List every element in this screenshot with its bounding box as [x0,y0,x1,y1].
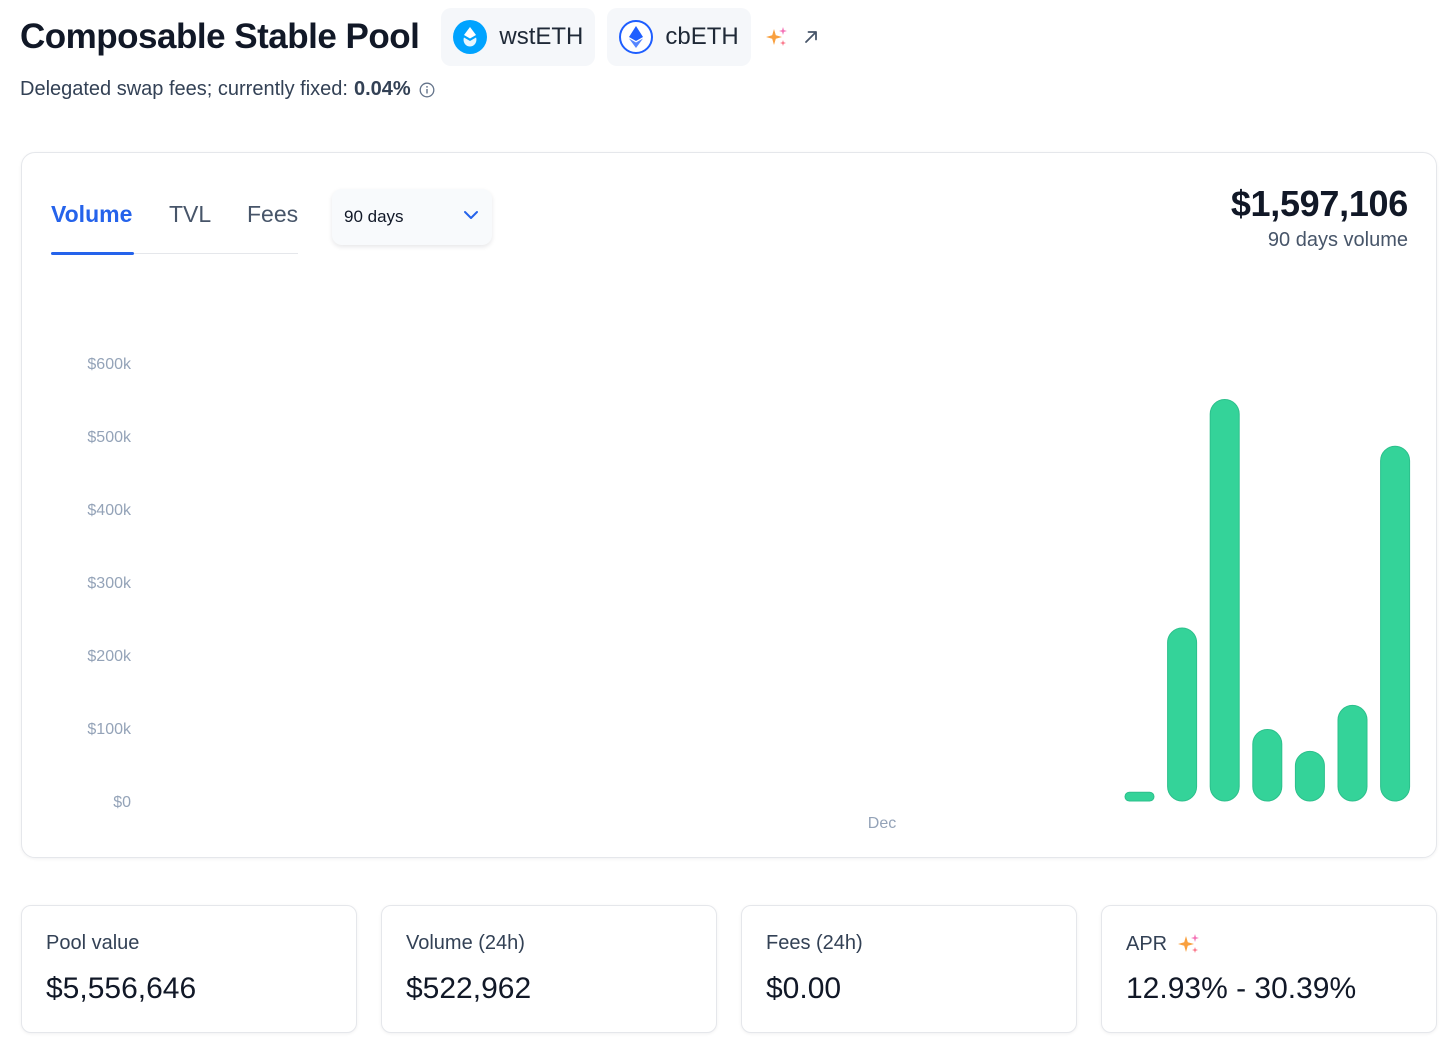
x-tick-label: Dec [868,815,896,832]
volume-bar[interactable] [1337,704,1368,802]
sparkle-icon[interactable] [1177,932,1201,956]
chart-tabs: Volume TVL Fees [51,189,299,255]
y-tick-label: $300k [87,575,132,592]
stat-value: 12.93% - 30.39% [1126,972,1357,1005]
tab-fees[interactable]: Fees [247,201,299,227]
stat-value: $522,962 [406,972,532,1005]
stat-label-apr: APR [1126,932,1201,956]
total-volume: $1,597,106 90 days volume [1231,183,1408,252]
swap-fee-text: Delegated swap fees; currently fixed: [20,78,348,100]
y-tick-label: $500k [87,429,132,446]
info-icon[interactable] [419,82,435,98]
chevron-down-icon [462,206,480,229]
bars [1124,399,1411,802]
total-volume-value: $1,597,106 [1230,183,1408,224]
page-title: Composable Stable Pool [20,17,420,56]
y-tick-label: $400k [87,502,132,519]
apr-label: APR [1126,932,1168,955]
y-tick-label: $100k [87,721,132,738]
stat-value: $0.00 [766,972,842,1005]
stat-card-fees-24h: Fees (24h) $0.00 [741,905,1077,1033]
pool-header: Composable Stable Pool wstETH cbETH [20,8,819,66]
volume-bar[interactable] [1252,728,1283,802]
token-chip-wsteth[interactable]: wstETH [441,8,596,66]
stat-card-volume-24h: Volume (24h) $522,962 [381,905,717,1033]
stat-label: Pool value [46,932,140,954]
wsteth-icon [453,20,488,54]
range-dropdown[interactable]: 90 days [332,189,492,245]
y-tick-label: $200k [87,648,132,665]
total-volume-label: 90 days volume [1267,229,1408,251]
volume-bar[interactable] [1167,627,1198,802]
stat-label: Fees (24h) [766,932,863,954]
y-tick-label: $0 [113,794,131,811]
token-label-cbeth: cbETH [665,23,739,50]
active-tab-indicator [51,252,134,255]
stat-value: $5,556,646 [46,972,197,1005]
y-axis: $0 $100k $200k $300k $400k $500k $600k [87,356,132,811]
volume-bar[interactable] [1294,750,1325,802]
volume-bar-chart: $0 $100k $200k $300k $400k $500k $600k Dec [87,356,1411,832]
sparkle-icon [765,25,789,49]
swap-fee-info: Delegated swap fees; currently fixed: 0.… [20,78,435,101]
volume-bar[interactable] [1124,791,1155,802]
y-tick-label: $600k [87,356,132,373]
tab-volume[interactable]: Volume [51,201,133,227]
stat-card-apr: APR 12.93% - 30.39% [1101,905,1437,1033]
cbeth-icon [619,20,654,54]
volume-bar[interactable] [1209,399,1240,802]
stat-card-pool-value: Pool value $5,556,646 [21,905,357,1033]
chart-card: Volume TVL Fees 90 days $1,597,106 90 da… [21,152,1437,858]
token-chip-cbeth[interactable]: cbETH [607,8,751,66]
volume-bar[interactable] [1380,445,1411,802]
token-label-wsteth: wstETH [499,23,584,50]
stat-label: Volume (24h) [406,932,525,954]
tab-tvl[interactable]: TVL [169,201,212,227]
swap-fee-value: 0.04% [353,78,411,100]
range-dropdown-label: 90 days [344,207,404,226]
external-link-icon[interactable] [803,29,819,45]
